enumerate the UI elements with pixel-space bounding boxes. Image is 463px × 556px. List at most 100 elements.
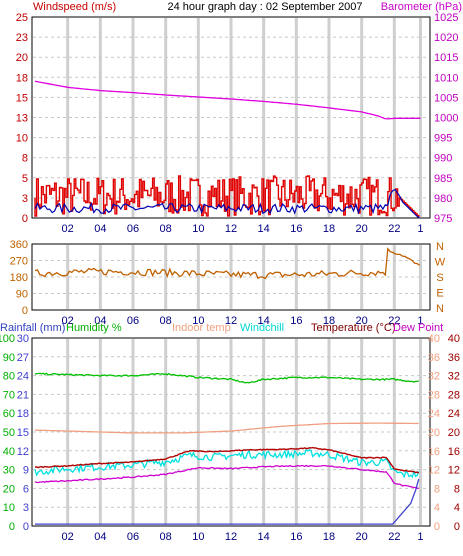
barometer-tick: 1020: [434, 32, 458, 44]
temperature-tick: 16: [448, 446, 460, 458]
temperature-line: [34, 446, 420, 474]
indoor-temp-tick: 32: [428, 371, 440, 383]
legend-temperature-c-: Temperature (°C): [311, 322, 395, 334]
compass-label: E: [436, 288, 443, 300]
legend-windchill: Windchill: [240, 322, 284, 334]
rainfall-tick: 21: [17, 389, 29, 401]
humidity-tick: 40: [3, 446, 15, 458]
temperature-tick: 28: [448, 389, 460, 401]
wind-gust-line: [34, 175, 420, 218]
temperature-tick: 24: [448, 408, 460, 420]
direction-chart-x-tick: 22: [388, 315, 400, 327]
wind-chart-x-tick: 08: [160, 223, 172, 235]
barometer-tick: 995: [434, 133, 452, 145]
compass-label: S: [436, 272, 443, 284]
legend-dew-point: Dew Point: [393, 322, 443, 334]
barometer-tick: 990: [434, 153, 452, 165]
wind-chart-x-tick: 14: [258, 223, 270, 235]
wind-average-line: [34, 188, 420, 219]
humidity-line: [34, 372, 420, 384]
wind-chart-x-tick: 16: [290, 223, 302, 235]
indoor-temp-tick: 16: [428, 446, 440, 458]
direction-chart-x-tick: 08: [160, 315, 172, 327]
direction-chart-x-tick: 20: [356, 315, 368, 327]
temperature-tick: 36: [448, 352, 460, 364]
temperature-tick: 32: [448, 371, 460, 383]
direction-chart-x-tick: 16: [290, 315, 302, 327]
wind-chart-x-tick: 18: [323, 223, 335, 235]
indoor-temp-line: [34, 422, 419, 434]
temperature-chart-x-tick: 22: [388, 531, 400, 543]
temperature-chart-x-tick: 16: [290, 531, 302, 543]
temperature-chart-x-tick: 1: [417, 531, 423, 543]
dewpoint-line: [34, 464, 419, 489]
windspeed-tick: 18: [16, 72, 28, 84]
rainfall-tick: 27: [17, 352, 29, 364]
temperature-tick: 12: [448, 465, 460, 477]
indoor-temp-tick: 36: [428, 352, 440, 364]
temperature-tick: 40: [448, 333, 460, 345]
temperature-tick: 0: [454, 521, 460, 533]
direction-chart-x-tick: 04: [94, 315, 106, 327]
direction-chart-x-tick: 1: [417, 315, 423, 327]
wind-chart-x-tick: 20: [356, 223, 368, 235]
barometer-line: [34, 80, 421, 120]
rainfall-line: [35, 478, 420, 525]
humidity-tick: 100: [0, 333, 15, 345]
humidity-tick: 30: [3, 465, 15, 477]
temperature-chart-x-tick: 10: [192, 531, 204, 543]
compass-label: N: [436, 303, 444, 315]
humidity-tick: 70: [3, 389, 15, 401]
windspeed-tick: 5: [22, 173, 28, 185]
windspeed-axis-title: Windspeed (m/s): [33, 1, 116, 13]
rainfall-tick: 18: [17, 408, 29, 420]
compass-label: W: [435, 257, 446, 269]
indoor-temp-tick: 40: [428, 333, 440, 345]
rainfall-tick: 24: [17, 371, 29, 383]
temperature-tick: 8: [454, 483, 460, 495]
wind-direction-line: [34, 247, 420, 280]
wind-chart-x-tick: 22: [388, 223, 400, 235]
windspeed-tick: 3: [22, 193, 28, 205]
direction-chart-x-tick: 18: [323, 315, 335, 327]
barometer-tick: 1005: [434, 92, 458, 104]
chart-title: 24 hour graph day : 02 September 2007: [167, 1, 362, 13]
direction-tick: 270: [10, 256, 28, 268]
rainfall-tick: 0: [23, 521, 29, 533]
temperature-chart-x-tick: 12: [225, 531, 237, 543]
direction-tick: 90: [16, 289, 28, 301]
rainfall-tick: 3: [23, 502, 29, 514]
wind-chart-x-tick: 1: [417, 223, 423, 235]
direction-chart-x-tick: 06: [127, 315, 139, 327]
humidity-tick: 10: [3, 502, 15, 514]
legend-rainfall-mm-: Rainfall (mm): [0, 322, 65, 334]
windspeed-tick: 8: [22, 153, 28, 165]
humidity-tick: 60: [3, 408, 15, 420]
wind-chart-x-tick: 06: [127, 223, 139, 235]
barometer-tick: 1025: [434, 12, 458, 24]
indoor-temp-tick: 8: [434, 483, 440, 495]
temperature-chart-x-tick: 04: [94, 531, 106, 543]
legend-humidity-: Humidity %: [66, 322, 122, 334]
humidity-tick: 0: [9, 521, 15, 533]
humidity-tick: 20: [3, 483, 15, 495]
temperature-tick: 4: [454, 502, 460, 514]
indoor-temp-tick: 12: [428, 465, 440, 477]
legend-indoor-temp: Indoor temp: [172, 322, 231, 334]
temperature-chart-x-tick: 14: [258, 531, 270, 543]
wind-chart-x-tick: 02: [62, 223, 74, 235]
barometer-tick: 1010: [434, 72, 458, 84]
direction-chart-x-tick: 02: [62, 315, 74, 327]
direction-tick: 0: [22, 305, 28, 317]
temperature-chart-x-tick: 08: [160, 531, 172, 543]
wind-chart-x-tick: 12: [225, 223, 237, 235]
barometer-tick: 1015: [434, 52, 458, 64]
direction-tick: 180: [10, 272, 28, 284]
barometer-axis-title: Barometer (hPa): [381, 1, 462, 13]
barometer-tick: 985: [434, 173, 452, 185]
direction-chart-x-tick: 12: [225, 315, 237, 327]
wind-chart-x-tick: 10: [192, 223, 204, 235]
indoor-temp-tick: 24: [428, 408, 440, 420]
humidity-tick: 50: [3, 427, 15, 439]
